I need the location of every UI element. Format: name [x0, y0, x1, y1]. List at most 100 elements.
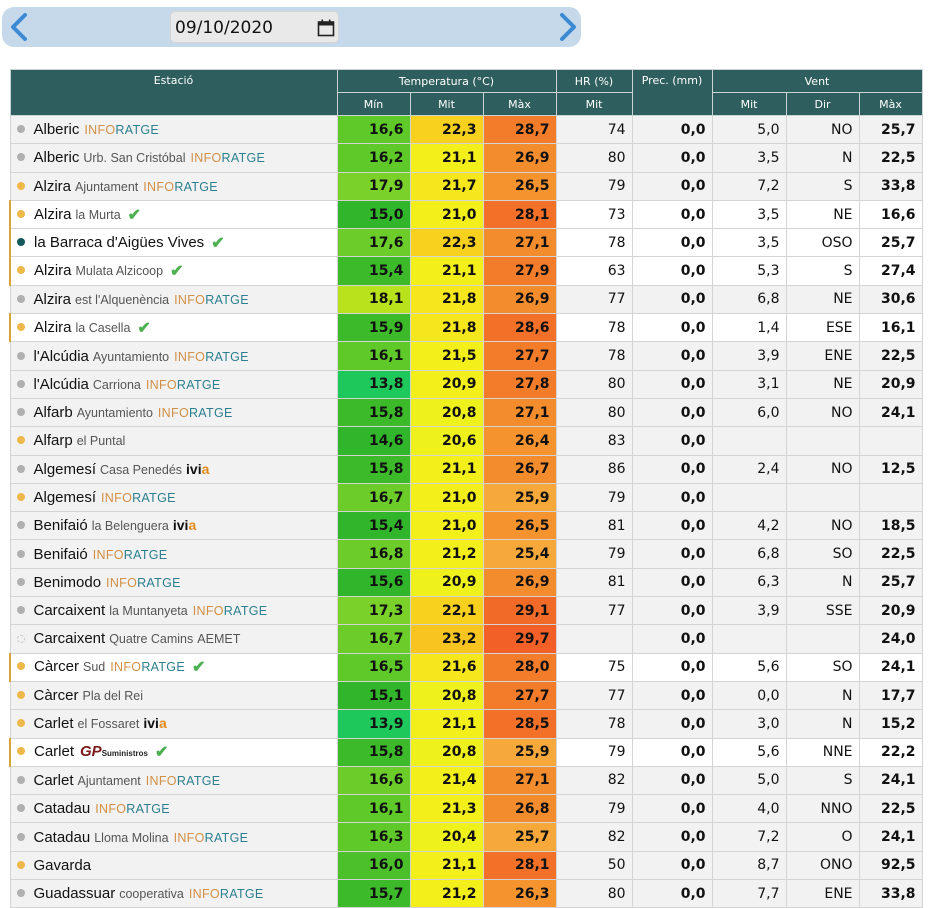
station-name[interactable]: l'Alcúdia [33, 375, 89, 393]
station-cell[interactable]: Alzira est l'Alquenència INFORATGE [9, 284, 338, 315]
station-name[interactable]: Alberic [33, 121, 80, 139]
col-header-humidity[interactable]: HR (%) [555, 69, 633, 93]
station-cell[interactable]: Alberic INFORATGE [9, 114, 338, 145]
col-header-wind-dir[interactable]: Dir [785, 92, 860, 116]
station-name[interactable]: la Barraca d'Aigües Vives [34, 233, 205, 251]
station-name[interactable]: Benifaió [33, 517, 88, 535]
col-header-precipitation[interactable]: Prec. (mm) [631, 69, 713, 116]
table-row[interactable]: Benifaió INFORATGE 16,8 21,2 25,4 79 0,0 6,8 SO 2… [9, 539, 923, 569]
station-cell[interactable]: Guadassuar cooperativa INFORATGE [9, 879, 338, 908]
station-cell[interactable]: l'Alcúdia Ayuntamiento INFORATGE [9, 341, 338, 371]
chevron-left-icon[interactable] [8, 13, 32, 41]
station-cell[interactable]: Benimodo INFORATGE [9, 567, 338, 598]
date-input[interactable]: 09/10/2020 [170, 11, 339, 43]
table-row[interactable]: Alfarb Ayuntamiento INFORATGE 15,8 20,8 27,1 8… [9, 397, 923, 428]
station-name[interactable]: l'Alcúdia [33, 347, 89, 365]
station-cell[interactable]: Alzira Ajuntament INFORATGE [9, 171, 338, 201]
table-row[interactable]: Càrcer Sud INFORATGE ✔ 16,5 21,6 28,0 75 0,0 5,6 S… [9, 652, 923, 682]
station-name[interactable]: Algemesí [33, 460, 97, 478]
table-row[interactable]: Carcaixent Quatre Camins AEMET 16,7 23,2 29,7… [9, 624, 923, 654]
table-row[interactable]: Alzira est l'Alquenència INFORATGE 18,1 21,8… [9, 284, 923, 315]
table-row[interactable]: Càrcer Pla del Rei 15,1 20,8 27,7 77 0,0 0,0 N 17… [9, 680, 923, 711]
station-name[interactable]: Alfarb [33, 404, 73, 422]
station-name[interactable]: Carlet [34, 743, 75, 761]
col-header-station[interactable]: Estació [9, 69, 338, 116]
station-cell[interactable]: Gavarda [9, 850, 338, 881]
table-row[interactable]: Alzira Ajuntament INFORATGE 17,9 21,7 26,5 79 0… [9, 171, 923, 201]
station-cell[interactable]: Carlet Ajuntament INFORATGE [9, 765, 338, 796]
col-header-wind[interactable]: Vent [711, 69, 923, 93]
station-name[interactable]: Catadau [33, 828, 91, 846]
station-cell[interactable]: Carlet GPSuministros ✔ [9, 737, 338, 767]
chevron-right-icon[interactable] [555, 13, 579, 41]
table-row[interactable]: Carlet el Fossaret ivia 13,9 21,1 28,5 78 0,0 3,… [9, 709, 923, 739]
station-cell[interactable]: Alfarp el Puntal [9, 426, 338, 456]
col-header-temp-max[interactable]: Màx [482, 92, 557, 116]
station-cell[interactable]: Alzira la Murta ✔ [9, 199, 338, 230]
table-row[interactable]: Alzira Mulata Alzicoop ✔ 15,4 21,1 27,9 63 0,0 5… [9, 256, 923, 286]
table-row[interactable]: Alfarp el Puntal 14,6 20,6 26,4 83 0,0 [9, 426, 923, 456]
table-row[interactable]: Benifaió la Belenguera ivia 15,4 21,0 26,5 81 0… [9, 511, 923, 541]
table-row[interactable]: Alzira la Murta ✔ 15,0 21,0 28,1 73 0,0 3,5 NE 16,… [9, 199, 923, 230]
table-row[interactable]: Algemesí INFORATGE 16,7 21,0 25,9 79 0,0 [9, 482, 923, 513]
station-name[interactable]: Alfarp [33, 432, 73, 450]
table-row[interactable]: Carcaixent la Muntanyeta INFORATGE 17,3 22,1… [9, 596, 923, 626]
table-row[interactable]: Catadau INFORATGE 16,1 21,3 26,8 79 0,0 4,0 NNO 2… [9, 794, 923, 824]
col-header-temp-mit[interactable]: Mit [409, 92, 484, 116]
station-cell[interactable]: Alzira la Casella ✔ [9, 313, 338, 343]
table-row[interactable]: Algemesí Casa Penedés ivia 15,8 21,1 26,7 86 0,… [9, 454, 923, 484]
station-cell[interactable]: Alzira Mulata Alzicoop ✔ [9, 256, 338, 286]
table-row[interactable]: Gavarda 16,0 21,1 28,1 50 0,0 8,7 ONO 92,5 [9, 850, 923, 881]
table-row[interactable]: Alzira la Casella ✔ 15,9 21,8 28,6 78 0,0 1,4 ESE… [9, 313, 923, 343]
station-name[interactable]: Alberic [33, 149, 80, 167]
station-name[interactable]: Càrcer [34, 658, 80, 676]
station-name[interactable]: Càrcer [33, 687, 79, 705]
station-cell[interactable]: Algemesí INFORATGE [9, 482, 338, 513]
station-cell[interactable]: Càrcer Pla del Rei [9, 680, 338, 711]
station-name[interactable]: Gavarda [33, 856, 92, 874]
station-cell[interactable]: Benifaió la Belenguera ivia [9, 511, 338, 541]
table-row[interactable]: Alberic INFORATGE 16,6 22,3 28,7 74 0,0 5,0 NO 25… [9, 114, 923, 145]
station-name[interactable]: Carlet [33, 715, 74, 733]
station-cell[interactable]: la Barraca d'Aigües Vives ✔ [9, 228, 338, 258]
station-cell[interactable]: Carcaixent Quatre Camins AEMET [9, 624, 338, 654]
station-cell[interactable]: Catadau Lloma Molina INFORATGE [9, 822, 338, 852]
station-cell[interactable]: Càrcer Sud INFORATGE ✔ [9, 652, 338, 682]
table-row[interactable]: l'Alcúdia Carriona INFORATGE 13,8 20,9 27,8 80… [9, 369, 923, 399]
station-cell[interactable]: Alfarb Ayuntamiento INFORATGE [9, 397, 338, 428]
station-cell[interactable]: Catadau INFORATGE [9, 794, 338, 824]
table-row[interactable]: Benimodo INFORATGE 15,6 20,9 26,9 81 0,0 6,3 N 25… [9, 567, 923, 598]
station-name[interactable]: Alzira [34, 318, 72, 336]
station-name[interactable]: Benifaió [33, 545, 88, 563]
station-cell[interactable]: Alberic Urb. San Cristóbal INFORATGE [9, 143, 338, 173]
station-name[interactable]: Alzira [33, 177, 72, 195]
station-name[interactable]: Alzira [34, 205, 72, 223]
station-cell[interactable]: l'Alcúdia Carriona INFORATGE [9, 369, 338, 399]
station-name[interactable]: Alzira [34, 262, 72, 280]
calendar-icon[interactable] [317, 19, 335, 37]
station-name[interactable]: Algemesí [33, 489, 97, 506]
station-name[interactable]: Alzira [33, 290, 72, 308]
col-header-temperature[interactable]: Temperatura (°C) [336, 69, 557, 93]
station-name[interactable]: Carcaixent [33, 630, 106, 648]
table-row[interactable]: Catadau Lloma Molina INFORATGE 16,3 20,4 25,7… [9, 822, 923, 852]
col-header-wind-mit[interactable]: Mit [711, 92, 787, 116]
station-name[interactable]: Carcaixent [33, 602, 106, 620]
col-header-temp-min[interactable]: Mín [336, 92, 411, 116]
col-header-hr-mit[interactable]: Mit [555, 92, 633, 116]
table-row[interactable]: l'Alcúdia Ayuntamiento INFORATGE 16,1 21,5 27… [9, 341, 923, 371]
col-header-wind-max[interactable]: Màx [858, 92, 923, 116]
station-name[interactable]: Benimodo [33, 573, 102, 591]
table-row[interactable]: Carlet GPSuministros ✔ 15,8 20,8 25,9 79 0,0 5,6… [9, 737, 923, 767]
station-name[interactable]: Guadassuar [33, 885, 116, 903]
table-row[interactable]: la Barraca d'Aigües Vives ✔ 17,6 22,3 27,1 78… [9, 228, 923, 258]
table-row[interactable]: Guadassuar cooperativa INFORATGE 15,7 21,2 26… [9, 879, 923, 908]
station-name[interactable]: Carlet [33, 771, 74, 789]
station-cell[interactable]: Carlet el Fossaret ivia [9, 709, 338, 739]
table-row[interactable]: Carlet Ajuntament INFORATGE 16,6 21,4 27,1 82 0… [9, 765, 923, 796]
station-cell[interactable]: Carcaixent la Muntanyeta INFORATGE [9, 596, 338, 626]
table-row[interactable]: Alberic Urb. San Cristóbal INFORATGE 16,2 21… [9, 143, 923, 173]
station-name[interactable]: Catadau [33, 800, 91, 818]
station-cell[interactable]: Benifaió INFORATGE [9, 539, 338, 569]
station-cell[interactable]: Algemesí Casa Penedés ivia [9, 454, 338, 484]
